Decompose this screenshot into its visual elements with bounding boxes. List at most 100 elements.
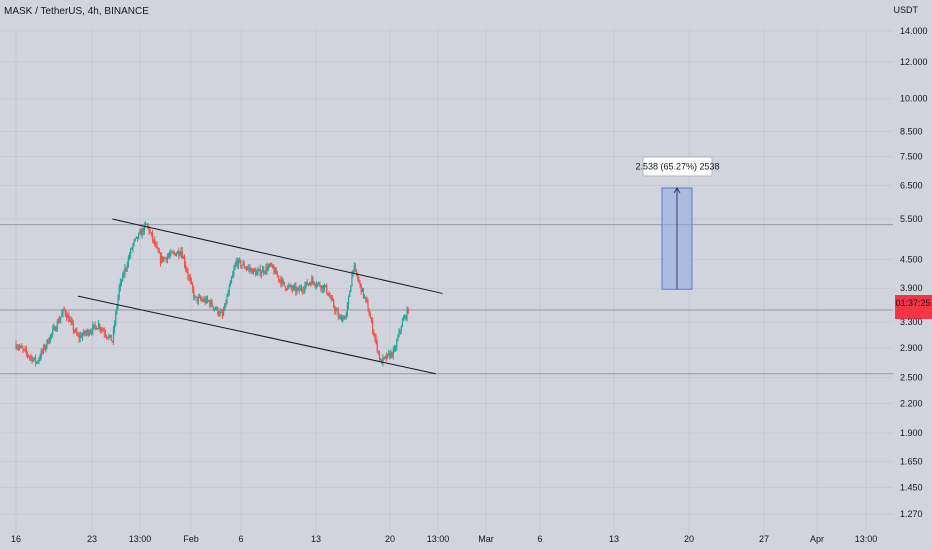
candle-up[interactable] bbox=[394, 348, 397, 350]
candle-up[interactable] bbox=[399, 330, 401, 332]
candle-up[interactable] bbox=[392, 349, 394, 357]
candle-up[interactable] bbox=[49, 335, 51, 342]
candle-down[interactable] bbox=[284, 285, 287, 289]
candle-up[interactable] bbox=[180, 251, 182, 255]
candle-up[interactable] bbox=[390, 352, 392, 358]
candle-up[interactable] bbox=[96, 328, 99, 330]
candle-up[interactable] bbox=[229, 281, 232, 287]
candle-down[interactable] bbox=[63, 309, 65, 311]
candle-up[interactable] bbox=[120, 281, 123, 283]
candle-down[interactable] bbox=[54, 326, 56, 331]
candle-down[interactable] bbox=[68, 315, 70, 322]
candle-down[interactable] bbox=[136, 236, 139, 239]
candle-down[interactable] bbox=[255, 270, 257, 276]
candle-up[interactable] bbox=[351, 273, 353, 286]
candle-down[interactable] bbox=[391, 352, 393, 357]
candle-down[interactable] bbox=[249, 267, 251, 270]
candle-down[interactable] bbox=[300, 287, 303, 290]
candle-up[interactable] bbox=[237, 259, 240, 266]
candle-down[interactable] bbox=[326, 285, 328, 294]
candle-down[interactable] bbox=[111, 340, 113, 342]
candle-up[interactable] bbox=[257, 270, 259, 273]
candle-down[interactable] bbox=[172, 252, 174, 254]
candle-down[interactable] bbox=[186, 268, 188, 273]
candle-down[interactable] bbox=[282, 279, 284, 282]
candle-down[interactable] bbox=[202, 299, 204, 302]
candle-up[interactable] bbox=[81, 334, 84, 338]
candle-up[interactable] bbox=[281, 279, 283, 285]
candle-up[interactable] bbox=[406, 309, 408, 319]
candle-up[interactable] bbox=[97, 324, 100, 329]
candle-down[interactable] bbox=[380, 359, 382, 361]
candle-down[interactable] bbox=[159, 253, 162, 263]
candle-up[interactable] bbox=[132, 243, 134, 249]
candle-down[interactable] bbox=[153, 239, 155, 241]
candle-up[interactable] bbox=[296, 288, 298, 292]
candle-down[interactable] bbox=[73, 330, 76, 332]
candle-down[interactable] bbox=[102, 329, 104, 331]
candle-down[interactable] bbox=[70, 320, 72, 322]
candle-up[interactable] bbox=[248, 267, 250, 269]
candle-up[interactable] bbox=[135, 236, 137, 239]
candle-down[interactable] bbox=[355, 269, 358, 275]
candle-down[interactable] bbox=[201, 299, 203, 301]
candle-up[interactable] bbox=[226, 296, 228, 304]
candle-up[interactable] bbox=[46, 339, 48, 347]
candle-up[interactable] bbox=[311, 278, 313, 285]
candle-up[interactable] bbox=[268, 264, 271, 267]
candle-up[interactable] bbox=[393, 348, 395, 350]
candle-up[interactable] bbox=[224, 303, 226, 311]
candle-up[interactable] bbox=[228, 286, 230, 294]
candle-down[interactable] bbox=[405, 315, 407, 319]
candle-down[interactable] bbox=[148, 226, 150, 233]
candle-up[interactable] bbox=[134, 238, 136, 241]
candle-down[interactable] bbox=[244, 267, 246, 269]
candle-up[interactable] bbox=[289, 285, 291, 287]
candle-down[interactable] bbox=[253, 268, 256, 271]
candle-down[interactable] bbox=[125, 268, 127, 270]
candle-up[interactable] bbox=[32, 359, 34, 362]
candle-up[interactable] bbox=[114, 323, 116, 330]
candle-up[interactable] bbox=[62, 309, 64, 314]
candle-down[interactable] bbox=[189, 277, 191, 281]
candle-down[interactable] bbox=[107, 336, 109, 338]
candle-down[interactable] bbox=[329, 295, 331, 299]
candle-up[interactable] bbox=[198, 297, 201, 299]
candle-up[interactable] bbox=[325, 285, 327, 287]
candle-up[interactable] bbox=[401, 321, 404, 327]
candle-down[interactable] bbox=[110, 334, 112, 341]
candle-down[interactable] bbox=[204, 299, 206, 303]
candle-down[interactable] bbox=[149, 232, 151, 234]
candle-up[interactable] bbox=[353, 266, 355, 270]
candle-down[interactable] bbox=[376, 340, 378, 351]
candle-down[interactable] bbox=[87, 330, 89, 335]
candle-up[interactable] bbox=[143, 224, 146, 233]
candle-down[interactable] bbox=[200, 297, 202, 300]
candle-down[interactable] bbox=[218, 313, 220, 315]
candle-up[interactable] bbox=[139, 231, 141, 234]
candle-down[interactable] bbox=[47, 339, 49, 344]
candle-up[interactable] bbox=[75, 330, 77, 332]
candle-down[interactable] bbox=[368, 311, 370, 316]
candle-down[interactable] bbox=[372, 320, 374, 332]
candle-down[interactable] bbox=[171, 251, 173, 253]
candle-up[interactable] bbox=[167, 255, 170, 257]
candle-up[interactable] bbox=[227, 293, 229, 297]
candle-up[interactable] bbox=[124, 268, 126, 275]
candle-up[interactable] bbox=[274, 269, 276, 274]
candle-up[interactable] bbox=[37, 361, 39, 363]
candle-down[interactable] bbox=[389, 353, 391, 358]
candle-up[interactable] bbox=[86, 330, 88, 333]
candle-down[interactable] bbox=[178, 251, 180, 256]
candle-down[interactable] bbox=[273, 268, 275, 274]
candle-up[interactable] bbox=[179, 254, 181, 256]
candle-up[interactable] bbox=[349, 291, 351, 297]
candle-up[interactable] bbox=[384, 355, 386, 358]
candle-down[interactable] bbox=[276, 274, 279, 276]
candle-up[interactable] bbox=[92, 325, 94, 333]
candle-down[interactable] bbox=[225, 303, 227, 305]
candle-up[interactable] bbox=[247, 268, 249, 270]
candle-down[interactable] bbox=[195, 296, 197, 298]
candle-up[interactable] bbox=[303, 290, 305, 292]
